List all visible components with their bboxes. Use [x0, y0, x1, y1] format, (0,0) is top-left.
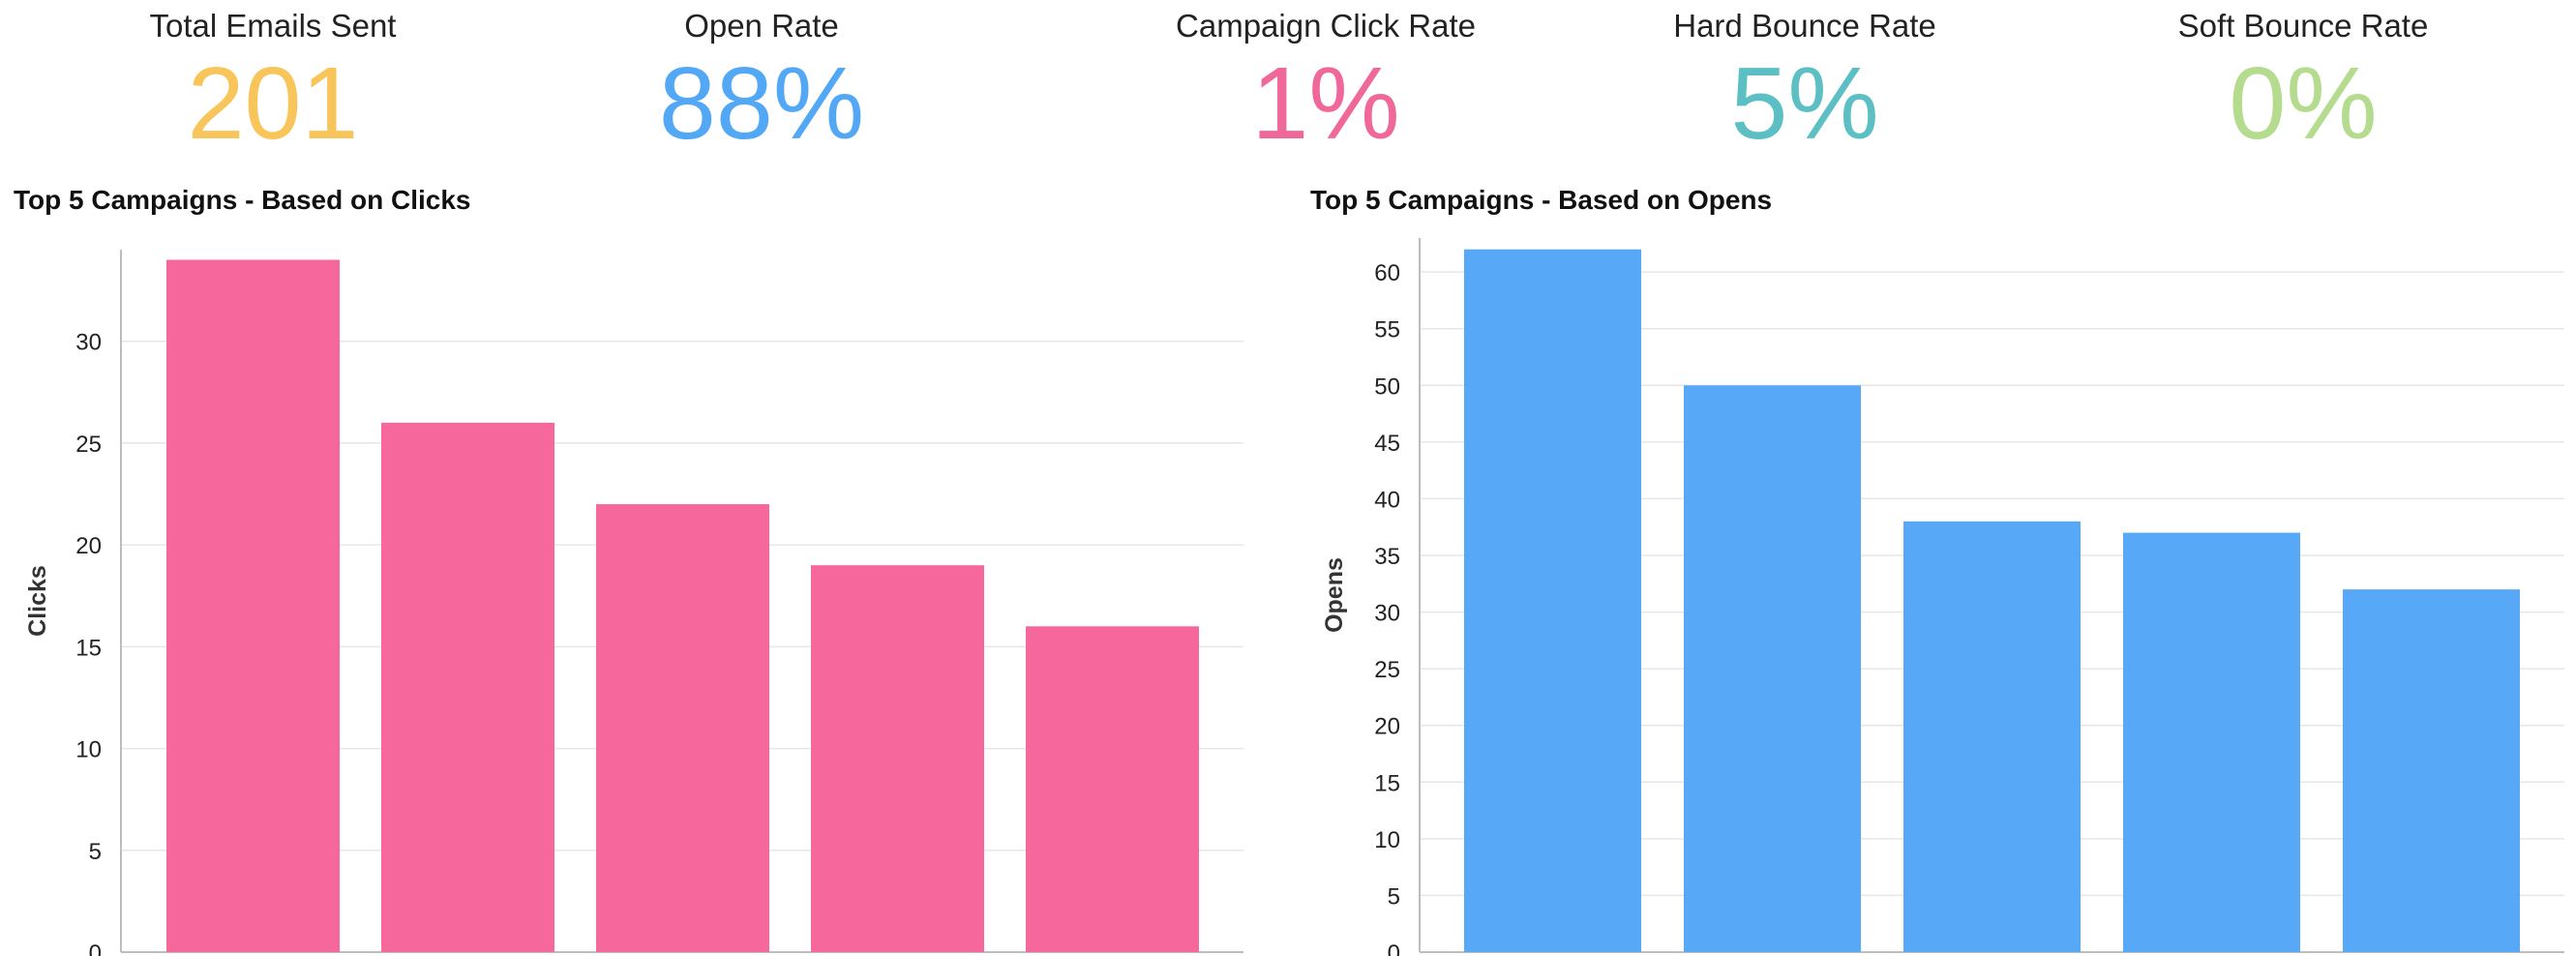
- kpi-total-emails-sent: Total Emails Sent 201: [150, 0, 397, 157]
- bar[interactable]: [1903, 521, 2081, 952]
- kpi-value: 88%: [658, 46, 865, 161]
- kpi-campaign-click-rate: Campaign Click Rate 1%: [1176, 0, 1476, 157]
- y-tick-label: 5: [1388, 883, 1400, 910]
- bar[interactable]: [1026, 626, 1199, 952]
- y-tick-label: 30: [75, 330, 102, 356]
- bar[interactable]: [1684, 385, 1861, 952]
- y-tick-label: 15: [75, 635, 102, 661]
- y-tick-label: 20: [1374, 714, 1400, 740]
- y-tick-label: 45: [1374, 431, 1400, 457]
- y-tick-label: 5: [89, 839, 102, 865]
- y-tick-label: 15: [1374, 770, 1400, 796]
- kpi-value: 201: [187, 46, 359, 161]
- y-tick-label: 35: [1374, 544, 1400, 570]
- kpi-label: Open Rate: [684, 8, 839, 44]
- y-tick-label: 10: [75, 737, 102, 763]
- y-axis-title: Clicks: [24, 565, 51, 637]
- bar[interactable]: [1464, 249, 1641, 952]
- kpi-open-rate: Open Rate 88%: [659, 0, 864, 157]
- y-tick-label: 55: [1374, 317, 1400, 344]
- bar[interactable]: [166, 259, 340, 952]
- y-axis-title: Opens: [1321, 557, 1348, 633]
- kpi-label: Soft Bounce Rate: [2177, 8, 2429, 44]
- opens-chart-title: Top 5 Campaigns - Based on Opens: [1310, 185, 1773, 215]
- bar[interactable]: [2123, 532, 2300, 952]
- y-tick-label: 60: [1374, 260, 1400, 286]
- y-tick-label: 30: [1374, 601, 1400, 627]
- bar[interactable]: [381, 422, 554, 952]
- bar[interactable]: [811, 565, 984, 952]
- y-tick-label: 10: [1374, 827, 1400, 853]
- y-tick-label: 25: [75, 432, 102, 458]
- y-tick-label: 0: [1388, 941, 1400, 956]
- y-tick-label: 40: [1374, 487, 1400, 513]
- clicks-bar-chart: 0 5 10 15 20 25 30 Clicks: [24, 250, 1243, 956]
- kpi-value: 5%: [1730, 46, 1879, 161]
- kpi-value: 1%: [1251, 46, 1400, 161]
- kpi-label: Hard Bounce Rate: [1673, 8, 1936, 44]
- kpi-label: Campaign Click Rate: [1176, 8, 1476, 44]
- bar[interactable]: [2343, 589, 2520, 952]
- y-tick-label: 20: [75, 533, 102, 559]
- clicks-chart-title: Top 5 Campaigns - Based on Clicks: [14, 185, 471, 215]
- kpi-label: Total Emails Sent: [149, 8, 397, 44]
- kpi-hard-bounce-rate: Hard Bounce Rate 5%: [1673, 0, 1936, 157]
- y-tick-label: 25: [1374, 657, 1400, 683]
- y-tick-label: 50: [1374, 373, 1400, 400]
- kpi-soft-bounce-rate: Soft Bounce Rate 0%: [2178, 0, 2429, 157]
- kpi-value: 0%: [2229, 46, 2378, 161]
- bar[interactable]: [596, 504, 769, 952]
- opens-bar-chart: 0 5 10 15 20 25 30 35 40 45 50 55 60 Opens: [1321, 238, 2564, 956]
- y-tick-label: 0: [89, 941, 102, 956]
